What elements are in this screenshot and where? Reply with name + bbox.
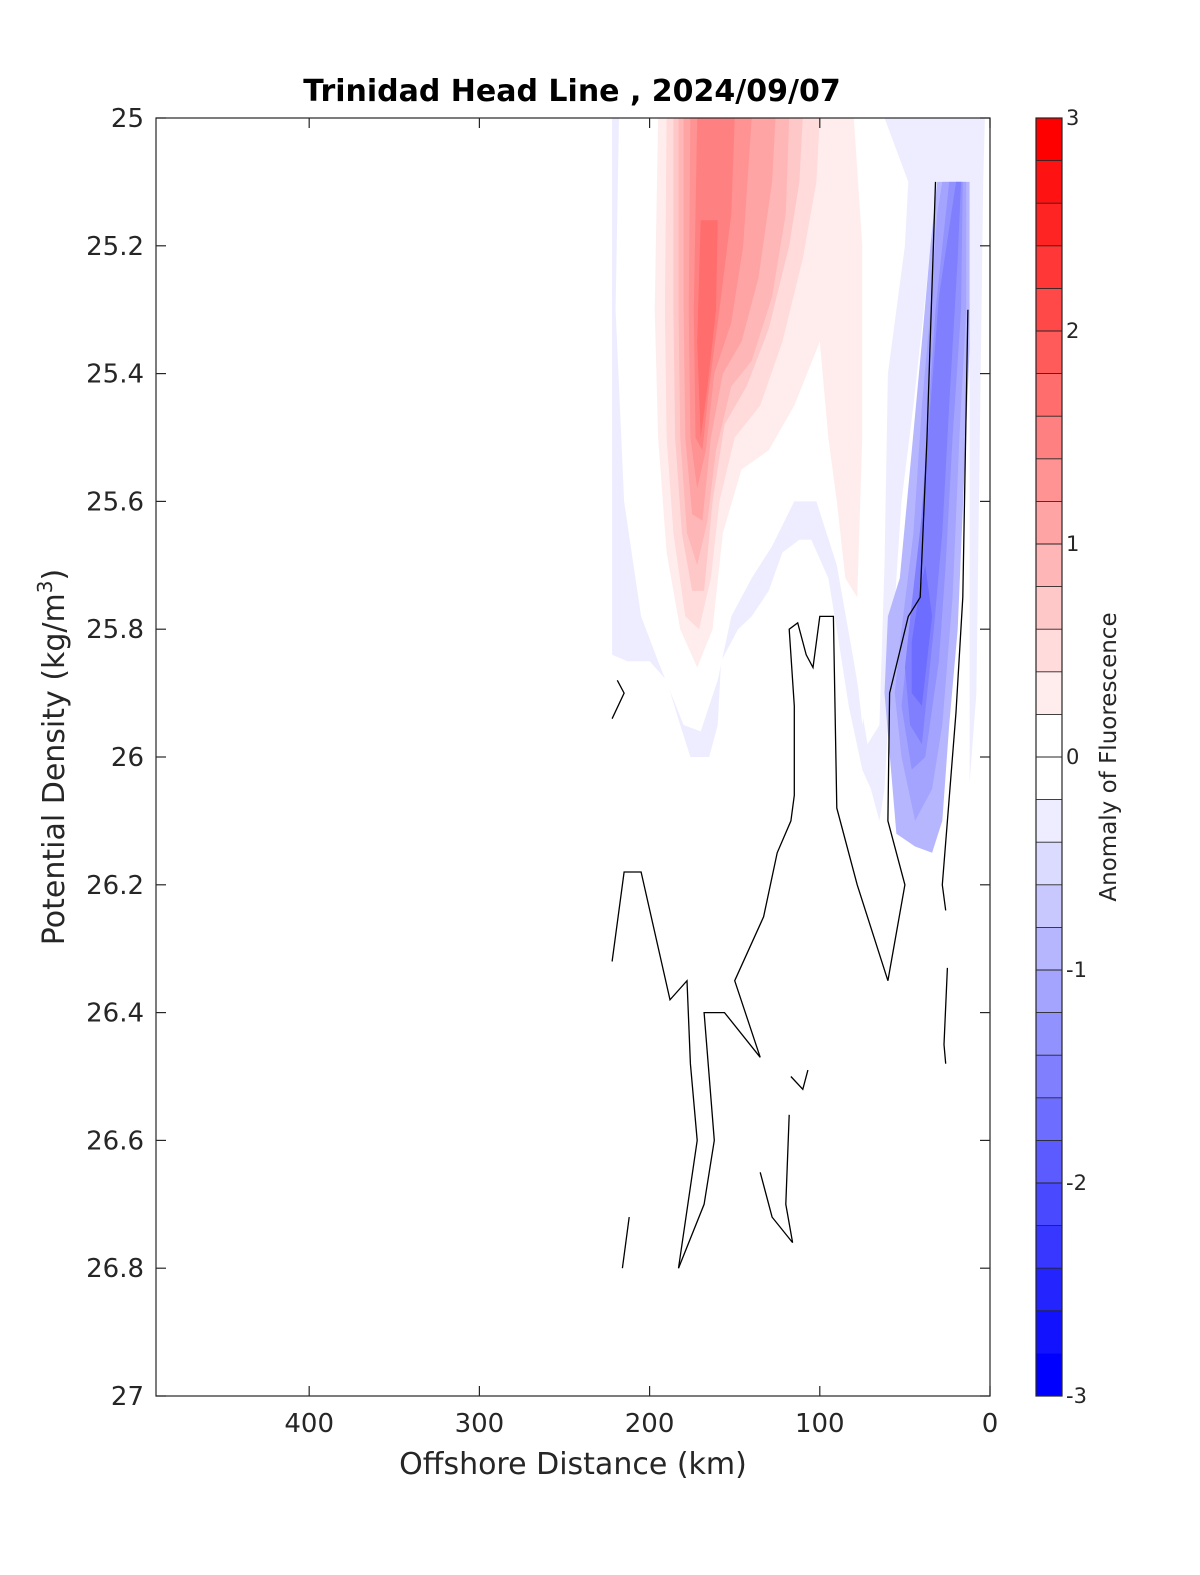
colorbar-swatch-18	[1036, 586, 1062, 630]
x-tick-label: 400	[284, 1409, 334, 1439]
zero-contour-lines	[611, 181, 969, 1269]
y-tick-label: 26	[111, 743, 144, 773]
colorbar-tick-label: -2	[1066, 1171, 1087, 1195]
colorbar-swatch-10	[1036, 927, 1062, 971]
zero-contour-line-5	[621, 1217, 630, 1269]
y-tick-label: 26.8	[86, 1254, 144, 1284]
colorbar-swatch-6	[1036, 1097, 1062, 1141]
colorbar-swatch-19	[1036, 544, 1062, 587]
colorbar-swatch-14	[1036, 757, 1062, 800]
colorbar-swatch-17	[1036, 629, 1062, 673]
y-tick-label: 25.4	[86, 360, 144, 390]
colorbar-swatch-8	[1036, 1012, 1062, 1056]
colorbar-tick-label: 3	[1066, 106, 1079, 130]
colorbar-swatch-26	[1036, 245, 1062, 289]
contour-fill-10	[697, 220, 718, 438]
x-axis: 400 300 200 100 0	[284, 118, 998, 1439]
y-axis-title: Potential Density (kg/m3)	[33, 569, 72, 945]
zero-contour-line-4	[611, 871, 698, 1269]
colorbar-frame	[1035, 117, 1063, 1397]
colorbar-title: Anomaly of Fluorescence	[1096, 612, 1122, 901]
y-axis: 25 25.2 25.4 25.6 25.8 26 26.2 26.4 26.6 26.8 27	[86, 104, 990, 1412]
colorbar-swatch-0	[1036, 1353, 1062, 1397]
colorbar-tick-label: -1	[1066, 958, 1087, 982]
colorbar-swatch-4	[1036, 1183, 1062, 1226]
colorbar-swatch-16	[1036, 671, 1062, 715]
colorbar-swatch-24	[1036, 331, 1062, 374]
x-tick-label: 100	[795, 1409, 845, 1439]
colorbar-swatch-15	[1036, 714, 1062, 758]
colorbar-swatch-21	[1036, 458, 1062, 502]
filled-contours	[612, 118, 985, 853]
y-tick-label: 26.2	[86, 871, 144, 901]
x-tick-label: 200	[625, 1409, 675, 1439]
colorbar-swatch-23	[1036, 373, 1062, 417]
colorbar-swatch-1	[1036, 1310, 1062, 1354]
colorbar-swatch-29	[1036, 118, 1062, 161]
colorbar-swatch-9	[1036, 970, 1062, 1013]
colorbar-tick-label: -3	[1066, 1384, 1087, 1408]
colorbar-ticks: 3 2 1 0 -1 -2 -3	[1066, 106, 1087, 1408]
y-tick-label: 25.2	[86, 232, 144, 262]
zero-contour-line-3	[611, 679, 625, 719]
zero-contour-line-2	[943, 967, 949, 1064]
colorbar-swatch-7	[1036, 1055, 1062, 1099]
x-tick-label: 0	[982, 1409, 999, 1439]
colorbar-tick-label: 2	[1066, 319, 1079, 343]
chart-title: Trinidad Head Line , 2024/09/07	[303, 74, 840, 109]
contour-fill-15	[911, 565, 933, 706]
y-tick-label: 26.4	[86, 999, 144, 1029]
colorbar-swatch-13	[1036, 799, 1062, 843]
colorbar-swatch-28	[1036, 160, 1062, 204]
x-tick-label: 300	[455, 1409, 505, 1439]
colorbar-swatch-2	[1036, 1268, 1062, 1312]
y-tick-label: 26.6	[86, 1126, 144, 1156]
colorbar-swatch-5	[1036, 1140, 1062, 1184]
colorbar-swatch-12	[1036, 842, 1062, 886]
colorbar	[1036, 118, 1062, 1397]
y-tick-label: 25.6	[86, 487, 144, 517]
zero-contour-line-6	[759, 1114, 794, 1244]
colorbar-swatch-25	[1036, 288, 1062, 332]
colorbar-swatch-11	[1036, 884, 1062, 928]
colorbar-swatch-3	[1036, 1225, 1062, 1269]
y-axis-title-main: Potential Density (kg/m	[37, 593, 72, 945]
y-tick-label: 25.8	[86, 615, 144, 645]
colorbar-swatch-27	[1036, 203, 1062, 247]
colorbar-tick-label: 1	[1066, 532, 1079, 556]
x-axis-title: Offshore Distance (km)	[399, 1447, 747, 1482]
y-axis-title-close: )	[37, 569, 72, 581]
zero-contour-line-7	[790, 1069, 809, 1091]
colorbar-swatch-22	[1036, 416, 1062, 460]
colorbar-tick-label: 0	[1066, 745, 1079, 769]
y-axis-title-superscript: 3	[33, 580, 57, 593]
zero-contour-line-0	[677, 181, 937, 1269]
y-tick-label: 25	[111, 104, 144, 134]
zero-contour-line-1	[941, 309, 969, 911]
colorbar-swatch-20	[1036, 501, 1062, 545]
y-tick-label: 27	[111, 1382, 144, 1412]
